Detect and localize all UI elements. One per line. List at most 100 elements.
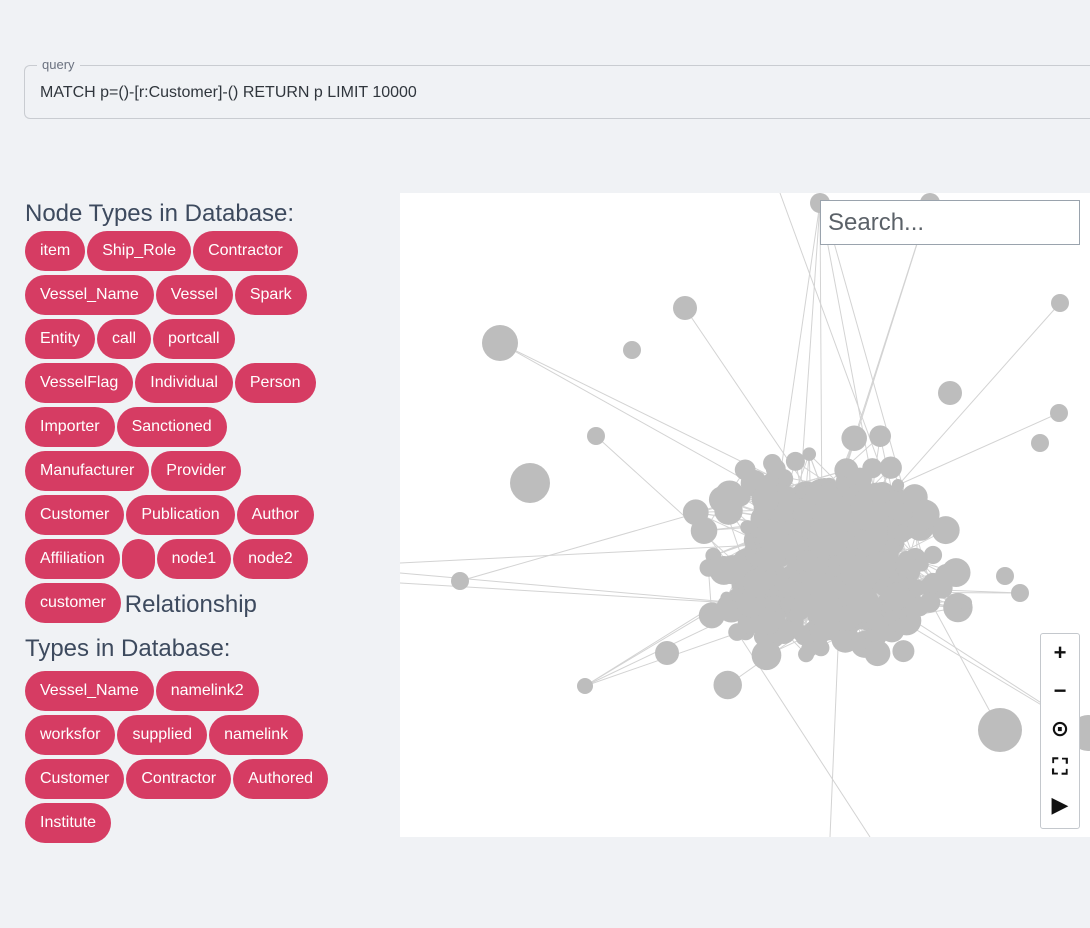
graph-node[interactable] <box>714 496 743 525</box>
graph-node[interactable] <box>795 485 809 499</box>
node-type-chip[interactable]: Entity <box>25 319 96 359</box>
graph-node[interactable] <box>810 589 840 619</box>
graph-node[interactable] <box>891 503 913 525</box>
node-type-chip[interactable]: node2 <box>233 539 308 579</box>
graph-node[interactable] <box>908 579 926 597</box>
graph-node[interactable] <box>862 458 883 479</box>
node-type-chip[interactable]: Individual <box>135 363 233 403</box>
node-type-chip[interactable]: node1 <box>156 539 232 579</box>
center-focus-icon[interactable]: ⊙ <box>1050 716 1070 741</box>
graph-node[interactable] <box>720 591 733 604</box>
relationship-type-chip[interactable]: Institute <box>25 803 112 843</box>
graph-node[interactable] <box>854 490 871 506</box>
graph-node[interactable] <box>763 453 782 473</box>
graph-node[interactable] <box>802 447 817 461</box>
node-type-chip[interactable]: customer <box>25 583 121 623</box>
graph-node[interactable] <box>1050 404 1068 422</box>
node-type-chip[interactable]: Manufacturer <box>25 451 150 491</box>
node-type-chip[interactable] <box>121 539 155 579</box>
graph-node[interactable] <box>740 520 755 535</box>
graph-node[interactable] <box>814 612 841 639</box>
node-type-chip[interactable]: Author <box>236 495 314 535</box>
graph-node[interactable] <box>820 531 845 557</box>
graph-node[interactable] <box>827 496 852 521</box>
graph-node[interactable] <box>923 545 943 565</box>
graph-node[interactable] <box>893 524 912 543</box>
graph-node[interactable] <box>587 427 605 445</box>
relationship-type-chip[interactable]: supplied <box>117 715 208 755</box>
graph-node[interactable] <box>1031 434 1049 452</box>
node-type-chip[interactable]: call <box>97 319 152 359</box>
graph-node[interactable] <box>779 596 794 611</box>
graph-node[interactable] <box>909 499 940 530</box>
graph-node[interactable] <box>931 516 960 545</box>
graph-node[interactable] <box>783 532 806 555</box>
graph-node[interactable] <box>690 517 718 545</box>
graph-node[interactable] <box>451 572 469 590</box>
node-type-chip[interactable]: Publication <box>126 495 235 535</box>
graph-node[interactable] <box>996 567 1014 585</box>
relationship-type-chip[interactable]: Contractor <box>126 759 232 799</box>
graph-node[interactable] <box>883 582 911 610</box>
graph-node[interactable] <box>879 456 902 479</box>
graph-node[interactable] <box>699 559 718 577</box>
node-type-chip[interactable]: VesselFlag <box>25 363 134 403</box>
graph-node[interactable] <box>801 640 818 658</box>
node-type-chip[interactable]: Affiliation <box>25 539 120 579</box>
graph-node[interactable] <box>892 640 915 663</box>
node-type-chip[interactable]: Vessel_Name <box>25 275 154 315</box>
zoom-in-icon[interactable]: + <box>1053 640 1067 665</box>
node-type-chip[interactable]: Vessel <box>155 275 233 315</box>
graph-node[interactable] <box>673 296 697 320</box>
graph-node[interactable] <box>864 640 891 667</box>
graph-node[interactable] <box>859 555 886 582</box>
node-type-chip[interactable]: Sanctioned <box>116 407 227 447</box>
relationship-type-chip[interactable]: Vessel_Name <box>25 671 154 711</box>
fullscreen-icon[interactable]: ⛶ <box>1052 754 1068 779</box>
graph-node[interactable] <box>834 458 859 483</box>
graph-node[interactable] <box>865 519 889 542</box>
query-input-value[interactable]: MATCH p=()-[r:Customer]-() RETURN p LIMI… <box>40 84 417 101</box>
relationship-type-chip[interactable]: worksfor <box>25 715 116 755</box>
graph-node[interactable] <box>958 596 973 610</box>
graph-node[interactable] <box>938 381 962 405</box>
graph-node[interactable] <box>655 641 679 665</box>
node-type-chip[interactable]: Provider <box>151 451 241 491</box>
graph-search-input[interactable] <box>820 200 1080 245</box>
graph-node[interactable] <box>737 611 760 635</box>
graph-node[interactable] <box>793 625 811 643</box>
graph-node[interactable] <box>778 578 797 598</box>
query-field[interactable]: query MATCH p=()-[r:Customer]-() RETURN … <box>24 57 1090 119</box>
graph-node[interactable] <box>510 463 550 503</box>
graph-node[interactable] <box>796 550 818 572</box>
node-type-chip[interactable]: Ship_Role <box>87 231 192 271</box>
node-type-chip[interactable]: Customer <box>25 495 125 535</box>
node-type-chip[interactable]: Importer <box>25 407 115 447</box>
graph-node[interactable] <box>898 550 916 569</box>
graph-node[interactable] <box>751 640 782 671</box>
graph-node[interactable] <box>623 341 641 359</box>
graph-node[interactable] <box>785 451 805 471</box>
graph-node[interactable] <box>835 476 851 492</box>
graph-canvas[interactable]: + − ⊙ ⛶ ▶ <box>400 193 1090 837</box>
graph-node[interactable] <box>834 605 860 631</box>
graph-node[interactable] <box>841 425 867 452</box>
graph-node[interactable] <box>768 539 789 559</box>
graph-node[interactable] <box>869 425 892 447</box>
graph-node[interactable] <box>787 591 815 619</box>
node-type-chip[interactable]: Contractor <box>193 231 298 271</box>
relationship-type-chip[interactable]: Customer <box>25 759 125 799</box>
graph-node[interactable] <box>978 708 1022 752</box>
graph-node[interactable] <box>1051 294 1069 312</box>
relationship-type-chip[interactable]: namelink <box>209 715 304 755</box>
graph-node[interactable] <box>891 479 905 492</box>
graph-nodes[interactable] <box>451 193 1090 752</box>
node-type-chip[interactable]: item <box>25 231 86 271</box>
graph-node[interactable] <box>919 591 941 613</box>
node-type-chip[interactable]: Person <box>234 363 316 403</box>
graph-node[interactable] <box>742 568 772 598</box>
node-type-chip[interactable]: portcall <box>153 319 235 359</box>
graph-node[interactable] <box>713 670 742 700</box>
play-icon[interactable]: ▶ <box>1051 792 1069 817</box>
relationship-type-chip[interactable]: Authored <box>233 759 328 799</box>
